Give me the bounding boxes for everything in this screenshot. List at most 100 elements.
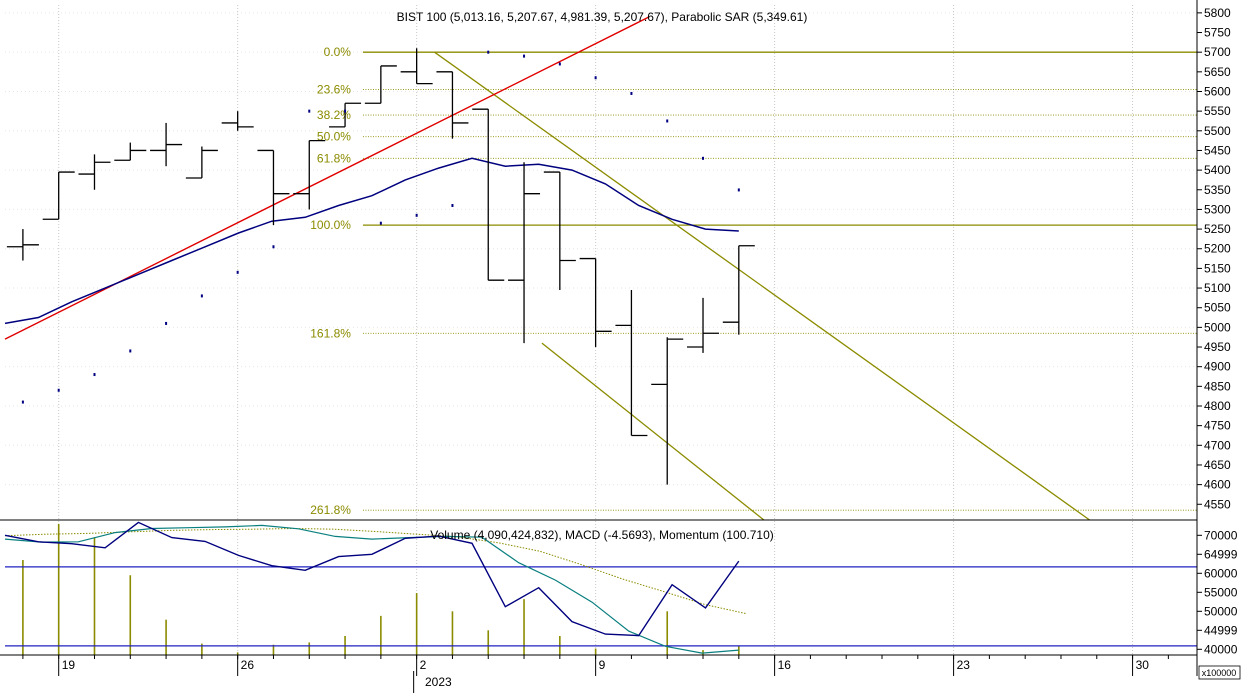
sar-dot — [594, 76, 597, 80]
indicator-axis-label: 60000 — [1204, 566, 1238, 580]
x-axis-label: 26 — [241, 658, 255, 672]
price-axis-label: 5550 — [1204, 104, 1231, 118]
sar-dot — [702, 156, 705, 160]
price-axis-label: 4750 — [1204, 419, 1231, 433]
lower-indicator-panel — [4, 521, 1197, 656]
price-axis-label: 4650 — [1204, 458, 1231, 472]
ohlc-bar — [114, 142, 147, 161]
indicator-axis-label: 64999 — [1204, 547, 1238, 561]
axes: 4550 4600 4650 4700 4750 4800 4850 4900 4950 5000… — [0, 0, 1241, 693]
indicator-axis-label: 70000 — [1204, 528, 1238, 542]
price-chart-title: BIST 100 (5,013.16, 5,207.67, 4,981.39, … — [397, 10, 808, 24]
fib-level-label: 0.0% — [324, 45, 352, 59]
price-axis-label: 5800 — [1204, 6, 1231, 20]
year-label: 2023 — [425, 675, 452, 689]
price-axis-label: 5150 — [1204, 261, 1231, 275]
price-axis-label: 4600 — [1204, 478, 1231, 492]
ohlc-bar — [543, 171, 576, 291]
ohlc-bar — [687, 297, 720, 353]
sar-dot — [630, 91, 633, 95]
price-axis-label: 5050 — [1204, 301, 1231, 315]
ohlc-bar — [221, 111, 254, 131]
ohlc-bar — [42, 171, 75, 220]
momentum-line — [4, 527, 747, 615]
fib-level-label: 61.8% — [317, 151, 351, 165]
price-axis-label: 4800 — [1204, 399, 1231, 413]
price-axis-label: 5650 — [1204, 65, 1231, 79]
fib-level-label: 261.8% — [310, 503, 351, 517]
sar-dot — [344, 109, 347, 113]
price-axis-label: 5400 — [1204, 163, 1231, 177]
ohlc-bar — [6, 229, 39, 261]
price-axis-label: 4550 — [1204, 497, 1231, 511]
sar-dot — [666, 119, 669, 123]
sar-dot — [21, 400, 24, 404]
sar-dot — [737, 188, 740, 192]
ohlc-bar — [293, 139, 326, 210]
fib-level-label: 100.0% — [310, 218, 351, 232]
price-axis-label: 4900 — [1204, 360, 1231, 374]
ohlc-bar — [400, 48, 433, 85]
sar-dot — [93, 373, 96, 377]
ohlc-bar — [579, 257, 612, 348]
price-axis-label: 5300 — [1204, 202, 1231, 216]
indicator-axis-label: 55000 — [1204, 585, 1238, 599]
sar-dot — [236, 270, 239, 274]
price-axis-label: 4850 — [1204, 379, 1231, 393]
fib-level-label: 38.2% — [317, 108, 351, 122]
sar-dot — [523, 54, 526, 58]
sar-dot — [379, 221, 382, 225]
macd-line — [4, 521, 740, 637]
sar-dot — [487, 50, 490, 54]
price-axis-label: 5250 — [1204, 222, 1231, 236]
sar-dot — [415, 213, 418, 217]
price-axis-label: 5100 — [1204, 281, 1231, 295]
sar-dot — [57, 388, 60, 392]
ohlc-bar — [508, 162, 541, 344]
fib-level-label: 161.8% — [310, 326, 351, 340]
price-axis-label: 5450 — [1204, 143, 1231, 157]
x-axis-label: 9 — [599, 658, 606, 672]
ohlc-bar — [436, 71, 469, 139]
trend-channel-line — [434, 51, 1090, 521]
price-axis-label: 4700 — [1204, 438, 1231, 452]
price-axis-label: 5200 — [1204, 242, 1231, 256]
price-axis-label: 5750 — [1204, 26, 1231, 40]
price-axis-label: 5000 — [1204, 320, 1231, 334]
sar-dot — [200, 294, 203, 298]
fibonacci-levels: 0.0% 23.6% 38.2% 50.0% 61.8% 100.0% 161.8% 261.… — [310, 45, 1197, 517]
price-axis-label: 5500 — [1204, 124, 1231, 138]
ohlc-bar — [722, 245, 755, 335]
trend-channel-line — [541, 342, 765, 521]
ohlc-bar — [150, 122, 183, 167]
price-axis-label: 5600 — [1204, 84, 1231, 98]
ohlc-bar — [472, 108, 505, 281]
x-axis-label: 30 — [1136, 658, 1150, 672]
parabolic-sar — [21, 50, 740, 404]
ohlc-bar — [78, 154, 111, 190]
fib-level-label: 23.6% — [317, 83, 351, 97]
unit-label: x100000 — [1202, 668, 1237, 678]
ohlc-bar — [329, 102, 362, 128]
sar-dot — [129, 349, 132, 353]
indicator-chart-title: Volume (4,090,424,832), MACD (-4.5693), … — [430, 528, 774, 542]
fib-level-label: 50.0% — [317, 130, 351, 144]
price-axis-label: 4950 — [1204, 340, 1231, 354]
price-axis-label: 5700 — [1204, 45, 1231, 59]
price-axis-label: 5350 — [1204, 183, 1231, 197]
sar-dot — [272, 245, 275, 249]
sar-dot — [558, 62, 561, 66]
price-bars — [6, 48, 755, 485]
x-axis-label: 16 — [778, 658, 792, 672]
moving-average-line — [4, 157, 739, 325]
ohlc-bar — [615, 290, 648, 437]
indicator-axis-label: 44999 — [1204, 623, 1238, 637]
indicator-axis-label: 50000 — [1204, 604, 1238, 618]
ohlc-bar — [364, 65, 397, 104]
ohlc-bar — [651, 337, 684, 485]
x-axis-label: 19 — [62, 658, 76, 672]
sar-dot — [308, 109, 311, 113]
sar-dot — [165, 321, 168, 325]
